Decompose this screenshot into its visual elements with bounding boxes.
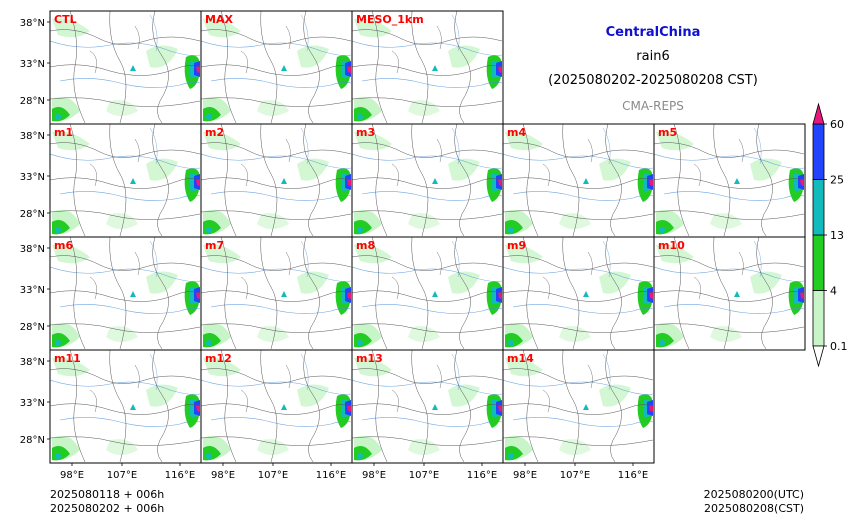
- colorbar-tick-label: 0.1: [830, 340, 848, 353]
- lat-tick-label: 28°N: [20, 96, 45, 107]
- map-panel: m10: [653, 236, 806, 351]
- lat-tick-label: 28°N: [20, 209, 45, 220]
- lon-tick-label: 116°E: [467, 470, 497, 481]
- period-title: (2025080202-2025080208 CST): [548, 73, 758, 88]
- panel-label: m2: [205, 126, 224, 139]
- lat-tick-label: 33°N: [20, 172, 45, 183]
- panel-label: m13: [356, 352, 383, 365]
- panel-label: m10: [658, 239, 685, 252]
- panel-label: MAX: [205, 13, 233, 26]
- lat-tick-label: 33°N: [20, 285, 45, 296]
- map-panel: m3: [351, 123, 504, 238]
- panel-label: MESO_1km: [356, 13, 424, 26]
- model-title: CMA-REPS: [622, 99, 684, 113]
- lon-tick-label: 107°E: [409, 470, 439, 481]
- panel-label: m7: [205, 239, 224, 252]
- map-panel: m9: [502, 236, 655, 351]
- map-panel: CTL: [49, 10, 202, 125]
- map-panel: m13: [351, 349, 504, 464]
- colorbar-over-arrow: [812, 102, 825, 125]
- lat-tick-label: 38°N: [20, 131, 45, 142]
- footer-right-line2: 2025080208(CST): [704, 502, 804, 515]
- map-panel: m12: [200, 349, 353, 464]
- map-panel: m8: [351, 236, 504, 351]
- map-panel: m7: [200, 236, 353, 351]
- lat-tick-label: 38°N: [20, 18, 45, 29]
- panel-label: m3: [356, 126, 375, 139]
- panel-label: m6: [54, 239, 73, 252]
- map-panel: m5: [653, 123, 806, 238]
- colorbar-tick-label: 4: [830, 285, 837, 298]
- lat-tick-label: 38°N: [20, 357, 45, 368]
- lat-tick-label: 33°N: [20, 59, 45, 70]
- map-panel: MAX: [200, 10, 353, 125]
- colorbar-tick-label: 25: [830, 174, 844, 187]
- lon-tick-label: 98°E: [211, 470, 235, 481]
- map-panel: MESO_1km: [351, 10, 504, 125]
- lon-tick-label: 116°E: [618, 470, 648, 481]
- lon-tick-label: 107°E: [560, 470, 590, 481]
- panel-label: m8: [356, 239, 375, 252]
- colorbar: 0.1 4 13 25 60: [812, 102, 848, 368]
- colorbar-segment: [812, 179, 825, 236]
- map-panel: m11: [49, 349, 202, 464]
- panel-label: m12: [205, 352, 232, 365]
- colorbar-segment: [812, 234, 825, 291]
- lon-tick-label: 116°E: [165, 470, 195, 481]
- panel-label: m5: [658, 126, 677, 139]
- footer-right-line1: 2025080200(UTC): [704, 488, 804, 501]
- footer-left-line2: 2025080202 + 006h: [50, 502, 164, 515]
- panel-label: m4: [507, 126, 526, 139]
- lon-tick-label: 107°E: [258, 470, 288, 481]
- panel-label: m14: [507, 352, 534, 365]
- lon-tick-label: 98°E: [513, 470, 537, 481]
- colorbar-segment: [812, 290, 825, 347]
- lat-tick-label: 33°N: [20, 398, 45, 409]
- lon-tick-label: 116°E: [316, 470, 346, 481]
- lon-tick-label: 98°E: [60, 470, 84, 481]
- colorbar-tick-label: 60: [830, 118, 844, 131]
- map-panel: m4: [502, 123, 655, 238]
- map-panel: m14: [502, 349, 655, 464]
- panel-label: m11: [54, 352, 81, 365]
- axis-ticks: 38°N 33°N 28°N 38°N 33°N 28°N 38°N 33°N 28°N 38°N…: [20, 18, 648, 481]
- lat-tick-label: 38°N: [20, 244, 45, 255]
- region-title: CentralChina: [606, 25, 701, 40]
- map-panels: CTL MAX MESO_1km m1 m2 m3 m4 m5 m6 m7 m8 m9 m10 m11 m1…: [49, 10, 806, 464]
- panel-label: CTL: [54, 13, 77, 26]
- colorbar-segment: [812, 123, 825, 180]
- map-panel: m2: [200, 123, 353, 238]
- lat-tick-label: 28°N: [20, 322, 45, 333]
- colorbar-tick-label: 13: [830, 229, 844, 242]
- lon-tick-label: 98°E: [362, 470, 386, 481]
- map-panel: m1: [49, 123, 202, 238]
- variable-title: rain6: [636, 49, 669, 64]
- lon-tick-label: 107°E: [107, 470, 137, 481]
- panel-label: m9: [507, 239, 526, 252]
- colorbar-under-arrow: [812, 345, 825, 368]
- map-panel: m6: [49, 236, 202, 351]
- footer-left-line1: 2025080118 + 006h: [50, 488, 164, 501]
- lat-tick-label: 28°N: [20, 435, 45, 446]
- panel-label: m1: [54, 126, 73, 139]
